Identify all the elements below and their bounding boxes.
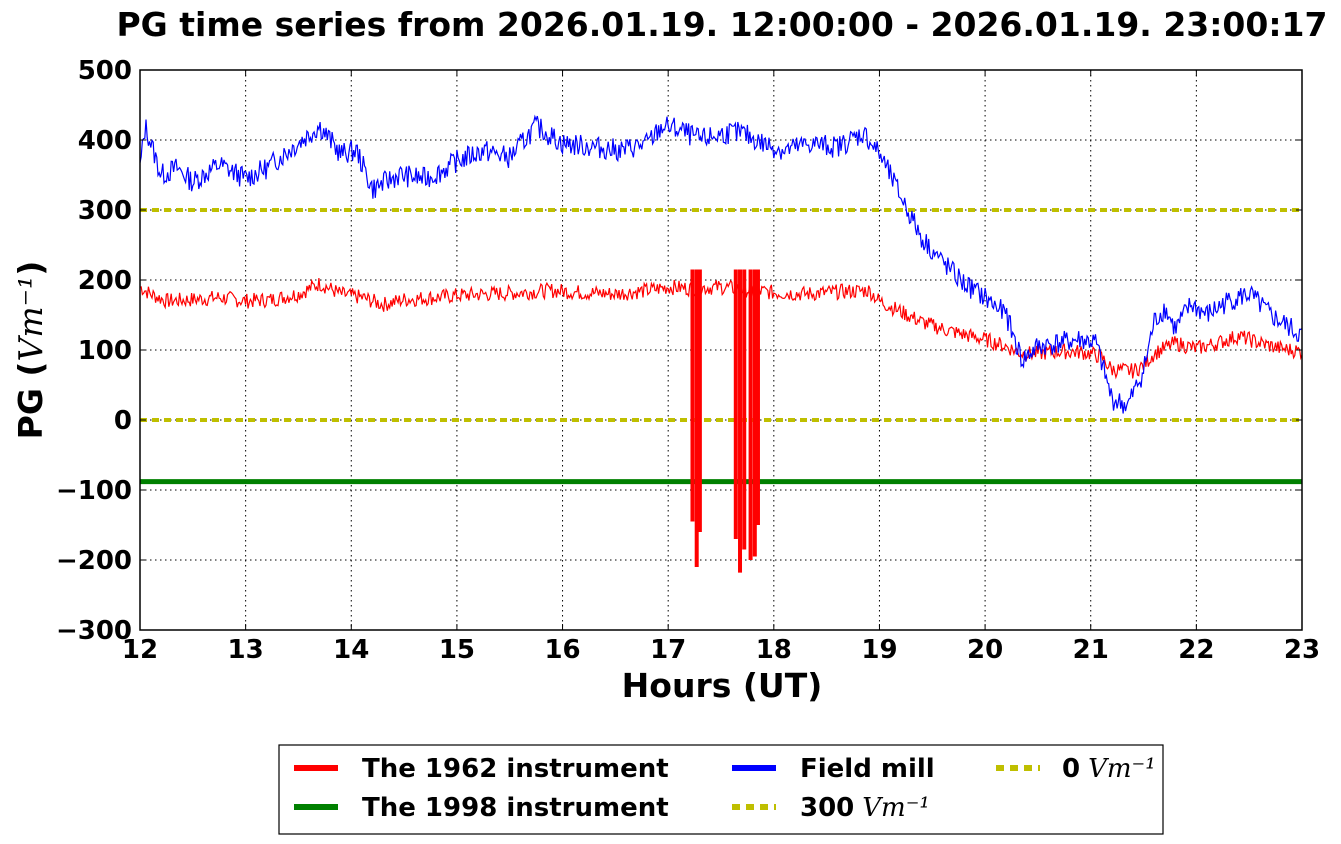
x-tick-label-12: 12: [122, 635, 158, 665]
x-tick-label-19: 19: [861, 635, 897, 665]
y-axis-ticks: −300 −200 −100 0 100 200 300 400 500: [56, 56, 1302, 646]
legend-label-0-value: 0: [1062, 754, 1080, 784]
legend-label-300-value: 300: [800, 793, 854, 823]
series-line-1962-instrument: [139, 277, 1303, 380]
y-tick-label-500: 500: [78, 56, 132, 86]
y-axis-label-suffix: ): [11, 261, 50, 276]
series-lines: [139, 114, 1303, 573]
y-axis-label-unit: Vm⁻¹: [11, 276, 50, 362]
x-tick-label-22: 22: [1178, 635, 1214, 665]
y-tick-label-300: 300: [78, 196, 132, 226]
x-tick-label-23: 23: [1284, 635, 1320, 665]
x-tick-label-16: 16: [544, 635, 580, 665]
legend: The 1962 instrument The 1998 instrument …: [278, 744, 1164, 835]
chart-title: PG time series from 2026.01.19. 12:00:00…: [117, 5, 1328, 44]
x-tick-label-14: 14: [333, 635, 369, 665]
y-tick-label-200: 200: [78, 266, 132, 296]
series-line-field-mill: [139, 114, 1303, 414]
reference-lines: [140, 208, 1302, 422]
legend-label-300: 300 Vm⁻¹: [800, 793, 930, 823]
x-tick-label-21: 21: [1073, 635, 1109, 665]
legend-label-1962: The 1962 instrument: [362, 754, 669, 784]
x-tick-label-15: 15: [439, 635, 475, 665]
legend-label-0-unit: Vm⁻¹: [1088, 754, 1156, 784]
x-tick-label-20: 20: [967, 635, 1003, 665]
y-tick-label-100: 100: [78, 336, 132, 366]
legend-label-field-mill: Field mill: [800, 754, 935, 784]
y-axis-label: PG (Vm⁻¹): [11, 261, 50, 440]
x-tick-label-17: 17: [650, 635, 686, 665]
y-tick-label-400: 400: [78, 126, 132, 156]
x-axis-ticks: 12 13 14 15 16 17 18 19 20 21 22 23: [122, 70, 1320, 665]
legend-label-1998: The 1998 instrument: [362, 793, 669, 823]
y-tick-label--200: −200: [56, 546, 132, 576]
legend-label-300-unit: Vm⁻¹: [862, 793, 930, 823]
x-tick-label-13: 13: [228, 635, 264, 665]
y-tick-label--100: −100: [56, 476, 132, 506]
legend-label-0: 0 Vm⁻¹: [1062, 754, 1156, 784]
legend-box: [278, 744, 1164, 835]
y-tick-label--300: −300: [56, 616, 132, 646]
grid: [140, 70, 1302, 630]
x-tick-label-18: 18: [756, 635, 792, 665]
y-axis-label-prefix: PG (: [11, 362, 50, 440]
y-tick-label-0: 0: [114, 406, 132, 436]
x-axis-label: Hours (UT): [622, 666, 823, 705]
